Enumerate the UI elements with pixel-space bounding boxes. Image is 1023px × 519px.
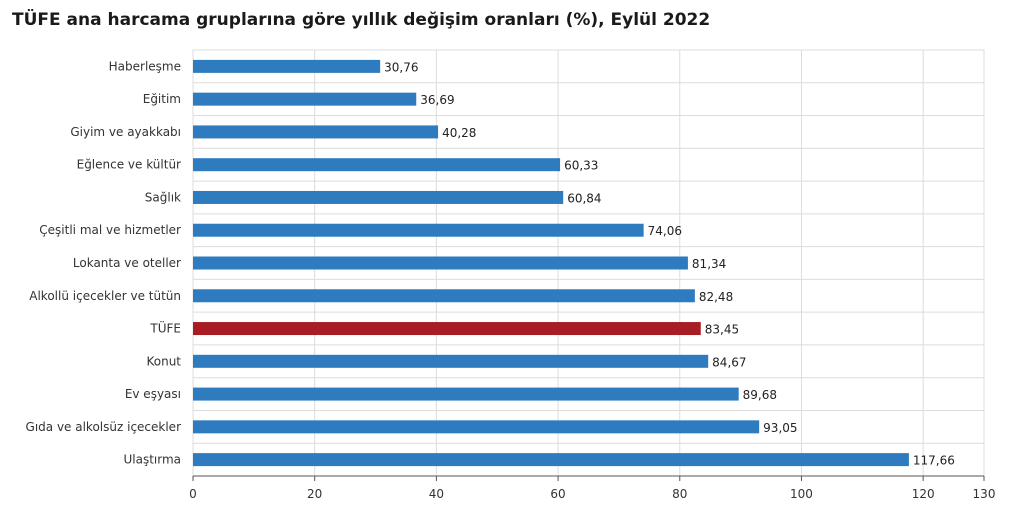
bar-value-label: 84,67 — [712, 355, 746, 369]
category-label: Sağlık — [145, 190, 181, 204]
x-tick-label: 60 — [550, 487, 565, 501]
bar — [193, 420, 760, 434]
x-axis: 0 20 40 60 80 100 120 130 — [189, 475, 996, 501]
bar-value-label: 117,66 — [913, 454, 955, 468]
category-label: Alkollü içecekler ve tütün — [29, 289, 181, 303]
category-label: Giyim ve ayakkabı — [70, 125, 181, 139]
category-label: TÜFE — [149, 320, 181, 336]
bar-value-label: 83,45 — [705, 323, 739, 337]
bar — [193, 190, 564, 204]
bar — [193, 453, 909, 467]
bar — [193, 322, 701, 336]
category-label: Eğitim — [143, 92, 181, 106]
bar-value-label: 89,68 — [743, 388, 777, 402]
category-label: Konut — [146, 354, 181, 368]
bar — [193, 354, 709, 368]
labels: Haberleşme 30,76 Eğitim 36,69 Giyim ve ayakk… — [26, 59, 955, 467]
category-label: Ev eşyası — [125, 387, 181, 401]
x-tick-label: 0 — [189, 487, 197, 501]
bar — [193, 92, 417, 106]
bar-value-label: 81,34 — [692, 257, 726, 271]
category-label: Lokanta ve oteller — [73, 256, 181, 270]
chart-title: TÜFE ana harcama gruplarına göre yıllık … — [12, 10, 711, 30]
category-label: Haberleşme — [109, 59, 181, 73]
bar-value-label: 40,28 — [442, 126, 476, 140]
bar — [193, 387, 739, 401]
bar-value-label: 30,76 — [384, 60, 418, 74]
bar — [193, 158, 561, 172]
x-tick-label: 130 — [973, 487, 996, 501]
x-tick-label: 40 — [429, 487, 444, 501]
x-tick-label: 120 — [912, 487, 935, 501]
x-tick-label: 20 — [307, 487, 322, 501]
x-tick-label: 100 — [790, 487, 813, 501]
bar — [193, 289, 695, 303]
bar — [193, 223, 644, 237]
category-label: Çeşitli mal ve hizmetler — [39, 223, 181, 237]
category-label: Gıda ve alkolsüz içecekler — [26, 420, 182, 434]
bars — [193, 59, 909, 467]
bar — [193, 125, 439, 139]
bar — [193, 59, 381, 73]
bar-value-label: 74,06 — [648, 224, 682, 238]
x-tick-label: 80 — [672, 487, 687, 501]
category-label: Ulaştırma — [123, 453, 181, 467]
bar-value-label: 36,69 — [420, 93, 454, 107]
bar-value-label: 93,05 — [763, 421, 797, 435]
bar-value-label: 60,33 — [564, 159, 598, 173]
bar-value-label: 82,48 — [699, 290, 733, 304]
bar-value-label: 60,84 — [567, 191, 601, 205]
bar — [193, 256, 688, 270]
category-label: Eğlence ve kültür — [77, 158, 181, 172]
